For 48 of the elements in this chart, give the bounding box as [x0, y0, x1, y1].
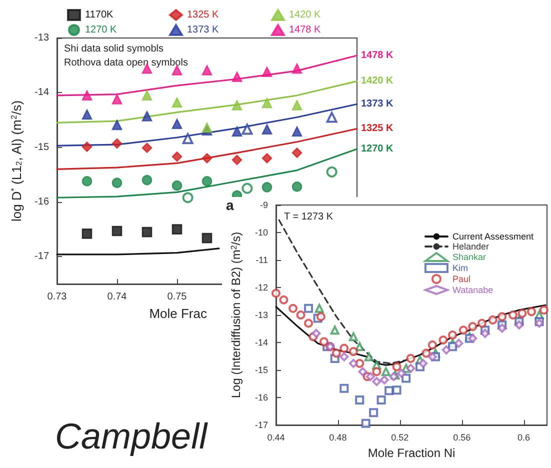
legend-label: 1373 K	[187, 24, 220, 36]
text: Campbell	[55, 416, 208, 456]
legend-label: Helander	[452, 242, 490, 252]
y-tick-label: -10	[254, 228, 268, 238]
series-label: 1420 K	[361, 76, 394, 87]
y-tick-label: -17	[34, 251, 50, 262]
annotation: Shi data solid symobls	[64, 44, 164, 54]
legend-label: 1478 K	[289, 24, 322, 36]
legend-label: Current Assessment	[452, 232, 534, 242]
legend-label: 1170K	[85, 10, 114, 20]
y-tick-label: -11	[256, 255, 268, 265]
legend-label: 1420 K	[289, 10, 322, 20]
x-axis-title: Mole Fraction Ni	[368, 446, 456, 460]
legend-label: 1270 K	[85, 24, 118, 36]
legend-label: Paul	[452, 274, 470, 284]
annotation: T = 1273 K	[284, 212, 334, 222]
x-axis-title: Mole Frac	[149, 306, 208, 321]
x-tick-label: 0.74	[107, 292, 128, 302]
x-tick-label: 0.75	[167, 292, 188, 302]
y-tick-label: -16	[254, 392, 268, 402]
legend-label: Shankar	[452, 252, 486, 262]
y-axis-title: log D* (L12, Al) (m2/s)	[9, 100, 24, 222]
legend-label: 1325 K	[187, 10, 220, 20]
x-tick-label: 0.73	[47, 292, 68, 302]
y-tick-label: -16	[34, 196, 50, 208]
x-tick-label: 0.6	[518, 432, 530, 442]
series-label: 1325 K	[361, 123, 394, 134]
y-tick-label: -14	[254, 338, 268, 348]
x-tick-label: 0.56	[453, 432, 471, 442]
y-tick-label: -12	[254, 282, 268, 292]
y-tick-label: -13	[34, 32, 50, 44]
y-tick-label: -13	[254, 310, 268, 320]
y-tick-label: -14	[34, 87, 50, 98]
series-label: 1478 K	[361, 50, 394, 61]
series-label: 1270 K	[361, 143, 394, 154]
legend-label: Watanabe	[452, 285, 494, 295]
annotation: a	[226, 197, 234, 213]
x-tick-label: 0.48	[329, 432, 347, 442]
annotation: Rothova data open symbols	[64, 58, 188, 68]
y-tick-label: -15	[254, 365, 268, 375]
y-tick-label: -17	[254, 420, 268, 430]
y-axis-title: Log (Interdiffusion of B2) (m2/s)	[229, 232, 243, 398]
y-tick-label: -15	[34, 142, 50, 153]
legend-label: Kim	[452, 263, 468, 273]
x-tick-label: 0.52	[391, 432, 409, 442]
x-tick-label: 0.44	[267, 432, 285, 442]
y-tick-label: -9	[260, 200, 268, 210]
series-label: 1373 K	[361, 98, 394, 110]
